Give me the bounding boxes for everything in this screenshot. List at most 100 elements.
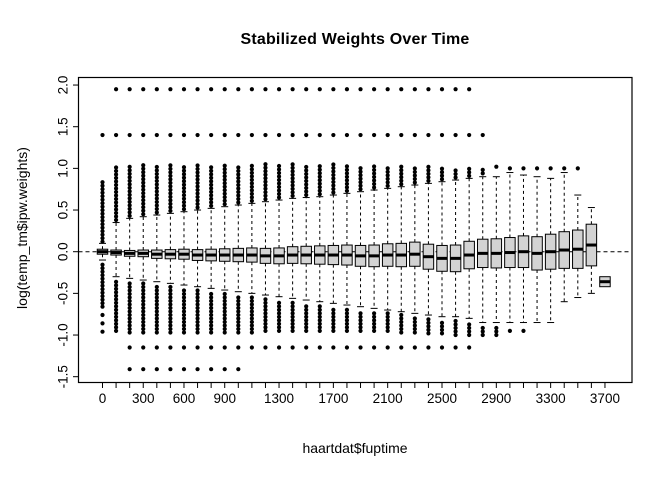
outlier-point bbox=[113, 318, 119, 323]
x-tick-label: 0 bbox=[99, 391, 107, 406]
outlier-point bbox=[372, 181, 377, 187]
outlier-point bbox=[467, 329, 472, 334]
outlier-point bbox=[467, 87, 472, 92]
outlier-point bbox=[127, 210, 132, 215]
x-axis-title: haartdat$fuptime bbox=[302, 440, 408, 456]
outlier-point bbox=[412, 326, 417, 332]
outlier-point bbox=[154, 288, 159, 293]
outlier-point bbox=[426, 168, 431, 173]
outlier-point bbox=[372, 174, 377, 180]
outlier-point bbox=[480, 332, 485, 338]
y-tick-label: 1.0 bbox=[56, 159, 71, 178]
outlier-point bbox=[358, 166, 363, 171]
outlier-point bbox=[358, 176, 363, 181]
outlier-point bbox=[181, 295, 187, 300]
outlier-point bbox=[317, 174, 322, 179]
outlier-point bbox=[154, 210, 159, 215]
outlier-point bbox=[195, 309, 200, 314]
outlier-point bbox=[209, 165, 214, 170]
outlier-point bbox=[263, 318, 268, 323]
outlier-point bbox=[168, 330, 173, 335]
outlier-point bbox=[412, 345, 417, 350]
outlier-point bbox=[141, 201, 146, 206]
outlier-point bbox=[236, 302, 241, 307]
outlier-point bbox=[399, 316, 404, 321]
outlier-point bbox=[100, 232, 105, 237]
outlier-point bbox=[304, 171, 309, 177]
outlier-point bbox=[304, 325, 309, 330]
x-tick-label: 1700 bbox=[318, 391, 348, 406]
outlier-point bbox=[154, 309, 159, 314]
outlier-point bbox=[358, 318, 363, 323]
outlier-point bbox=[385, 318, 390, 323]
outlier-point bbox=[372, 314, 377, 319]
outlier-point bbox=[276, 311, 282, 316]
outlier-point bbox=[467, 345, 472, 350]
outlier-point bbox=[304, 314, 309, 319]
outlier-point bbox=[154, 298, 159, 304]
outlier-point bbox=[426, 324, 431, 329]
outlier-point bbox=[263, 307, 268, 312]
outlier-point bbox=[154, 164, 159, 170]
outlier-point bbox=[141, 319, 146, 325]
outlier-point bbox=[209, 309, 214, 314]
outlier-point bbox=[154, 185, 159, 191]
y-tick-label: -0.5 bbox=[56, 282, 71, 305]
outlier-point bbox=[249, 174, 254, 179]
outlier-point bbox=[236, 168, 241, 174]
outlier-point bbox=[154, 312, 159, 318]
outlier-point bbox=[276, 170, 282, 176]
outlier-point bbox=[181, 288, 187, 293]
outlier-point bbox=[141, 281, 146, 286]
outlier-point bbox=[372, 311, 377, 316]
outlier-point bbox=[209, 302, 214, 307]
outlier-point bbox=[154, 326, 159, 332]
outlier-point bbox=[372, 325, 377, 330]
outlier-point bbox=[494, 329, 499, 334]
outlier-point bbox=[181, 291, 187, 297]
outlier-point bbox=[154, 284, 159, 290]
y-tick-label: -1.0 bbox=[56, 323, 71, 346]
outlier-point bbox=[304, 185, 309, 191]
outlier-point bbox=[113, 293, 119, 298]
outlier-point bbox=[168, 208, 173, 213]
x-tick-label: 300 bbox=[132, 391, 155, 406]
outlier-point bbox=[209, 179, 214, 184]
outlier-point bbox=[222, 188, 227, 193]
outlier-point bbox=[127, 175, 132, 180]
outlier-point bbox=[222, 184, 227, 189]
outlier-point bbox=[141, 305, 146, 311]
outlier-point bbox=[331, 176, 336, 181]
outlier-point bbox=[127, 326, 132, 332]
outlier-point bbox=[236, 132, 241, 138]
outlier-point bbox=[372, 132, 377, 138]
outlier-point bbox=[263, 165, 268, 170]
outlier-point bbox=[507, 166, 512, 171]
outlier-point bbox=[290, 325, 295, 330]
outlier-point bbox=[439, 320, 445, 325]
x-tick-label: 2900 bbox=[481, 391, 511, 406]
y-tick-label: 0.0 bbox=[56, 242, 71, 261]
outlier-point bbox=[344, 132, 350, 138]
outlier-point bbox=[154, 319, 159, 325]
outlier-point bbox=[113, 297, 119, 302]
outlier-point bbox=[209, 193, 214, 198]
outlier-point bbox=[399, 345, 404, 350]
outlier-point bbox=[141, 198, 146, 203]
outlier-point bbox=[141, 295, 146, 300]
outlier-point bbox=[236, 298, 241, 304]
outlier-point bbox=[331, 345, 336, 350]
outlier-point bbox=[141, 326, 146, 332]
outlier-point bbox=[263, 328, 268, 333]
outlier-point bbox=[399, 330, 404, 335]
outlier-point bbox=[127, 164, 132, 169]
outlier-point bbox=[426, 171, 431, 176]
outlier-point bbox=[100, 229, 105, 234]
outlier-point bbox=[236, 182, 241, 188]
outlier-point bbox=[358, 325, 363, 330]
outlier-point bbox=[113, 286, 119, 291]
outlier-point bbox=[236, 189, 241, 195]
outlier-point bbox=[249, 312, 254, 318]
outlier-point bbox=[195, 367, 200, 372]
outlier-point bbox=[385, 180, 390, 185]
